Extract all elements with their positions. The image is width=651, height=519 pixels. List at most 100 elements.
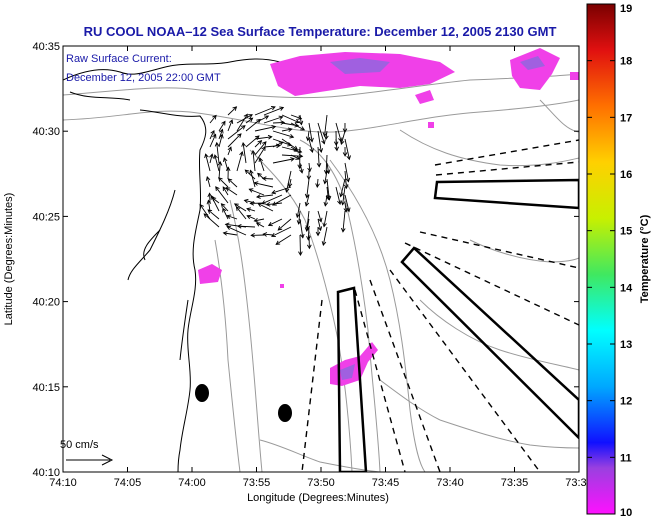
- current-vector: [316, 146, 322, 168]
- current-vector: [225, 187, 238, 196]
- current-vector: [287, 178, 293, 188]
- current-vector: [295, 202, 301, 219]
- current-vector: [254, 141, 267, 156]
- y-tick-label: 40:15: [32, 382, 60, 394]
- current-vector: [304, 178, 310, 199]
- current-vector: [226, 225, 247, 236]
- colorbar-tick-label: 11: [620, 452, 632, 464]
- current-vector: [209, 129, 215, 140]
- current-vector: [218, 177, 229, 188]
- x-tick-label: 73:55: [243, 477, 271, 489]
- sampling-boxes: [336, 178, 579, 472]
- current-vector: [299, 162, 304, 174]
- current-vector: [250, 149, 256, 172]
- sst-patch-small-2: [428, 122, 434, 128]
- current-vector: [261, 176, 274, 181]
- colorbar-tick-label: 12: [620, 396, 632, 408]
- current-vector: [305, 130, 311, 142]
- current-vector: [277, 218, 292, 231]
- current-vector: [222, 186, 229, 196]
- current-vector: [218, 120, 226, 132]
- current-vector: [241, 141, 247, 164]
- current-vector: [254, 134, 273, 140]
- sst-patch-north-cold: [330, 58, 390, 74]
- current-vector: [255, 222, 265, 228]
- current-vector: [249, 169, 256, 188]
- current-vector: [272, 130, 295, 139]
- current-vector: [317, 130, 324, 153]
- current-vector: [308, 122, 314, 143]
- sampling-box-east: [433, 178, 579, 210]
- current-vector: [343, 170, 349, 190]
- buoy-marker: [278, 404, 292, 422]
- current-vector: [205, 175, 211, 188]
- x-tick-label: 73:30: [565, 477, 593, 489]
- x-axis-label: Longitude (Degrees:Minutes): [247, 492, 389, 504]
- current-vector: [335, 122, 343, 143]
- chart-title: RU COOL NOAA–12 Sea Surface Temperature:…: [84, 24, 557, 39]
- current-vector: [222, 231, 238, 236]
- current-vector: [262, 232, 274, 237]
- current-vector: [306, 170, 312, 181]
- y-axis-label: Latitude (Degrees:Minutes): [3, 193, 15, 326]
- y-tick-label: 40:20: [32, 297, 60, 309]
- current-vector: [324, 130, 329, 141]
- x-tick-label: 73:35: [501, 477, 529, 489]
- current-vector: [261, 194, 283, 205]
- current-vector: [215, 186, 229, 204]
- current-vector: [235, 206, 247, 220]
- current-vector: [233, 203, 247, 212]
- current-vector: [254, 115, 270, 124]
- current-vector: [339, 130, 346, 146]
- y-tick-label: 40:10: [32, 467, 60, 479]
- current-vector: [281, 114, 300, 124]
- sst-patch-coastal: [198, 264, 222, 284]
- current-vector: [271, 226, 292, 237]
- colorbar-tick-label: 15: [620, 226, 632, 238]
- current-vector: [299, 218, 305, 239]
- scale-arrow: [66, 454, 114, 466]
- colorbar-tick-label: 17: [620, 112, 632, 124]
- current-vector: [227, 146, 232, 156]
- colorbar: [586, 3, 616, 515]
- current-vector: [344, 138, 351, 161]
- coastline: [63, 58, 281, 472]
- current-vector: [236, 151, 244, 172]
- current-vector: [275, 234, 292, 245]
- current-vector: [272, 120, 286, 125]
- current-vector: [204, 153, 211, 172]
- sampling-box-south: [336, 286, 368, 472]
- current-vector: [267, 218, 283, 227]
- current-vector: [217, 160, 223, 180]
- colorbar-tick-label: 10: [620, 507, 632, 519]
- current-vector: [227, 178, 238, 188]
- colorbar-tick-label: 18: [620, 56, 632, 68]
- current-vector: [340, 210, 346, 233]
- sampling-box-southeast: [400, 246, 579, 440]
- current-vector: [236, 113, 248, 132]
- current-vector: [220, 203, 229, 212]
- current-vector: [322, 210, 328, 228]
- current-vector: [263, 115, 284, 124]
- current-vector: [258, 157, 265, 172]
- current-vector: [210, 194, 220, 212]
- current-vector: [263, 106, 285, 116]
- current-vector: [222, 207, 229, 220]
- current-vector: [317, 210, 323, 223]
- y-tick-label: 40:25: [32, 211, 60, 223]
- current-vector: [304, 194, 310, 207]
- y-tick-label: 40:35: [32, 41, 60, 53]
- x-tick-label: 73:40: [436, 477, 464, 489]
- current-vector: [248, 188, 265, 196]
- scale-label: 50 cm/s: [60, 439, 99, 451]
- current-vector: [207, 209, 220, 220]
- current-vector: [199, 203, 211, 220]
- current-vector: [209, 133, 217, 148]
- current-vector: [307, 162, 312, 173]
- colorbar-tick-label: 14: [620, 282, 633, 294]
- current-vector: [206, 199, 212, 212]
- legend-current-title: Raw Surface Current:: [66, 53, 172, 65]
- colorbar-tick-label: 19: [620, 3, 632, 15]
- colorbar-tick-label: 13: [620, 339, 632, 351]
